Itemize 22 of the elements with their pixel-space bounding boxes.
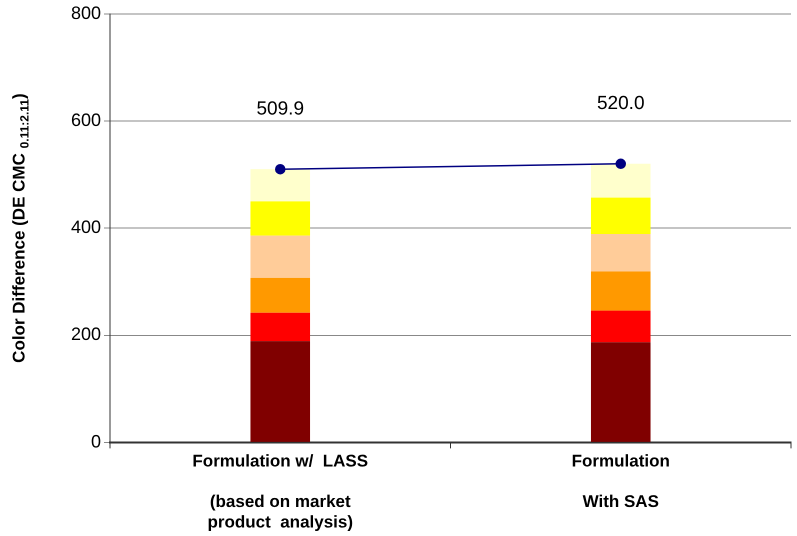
bar <box>590 164 651 198</box>
bar <box>250 201 310 236</box>
bar <box>250 312 310 342</box>
y-tick-label: 800 <box>70 2 101 23</box>
bar <box>590 271 651 311</box>
bar <box>250 169 310 202</box>
bar <box>250 341 310 442</box>
bar <box>250 236 310 278</box>
y-tick-label: 600 <box>70 110 101 130</box>
bar <box>590 342 651 442</box>
y-axis-title: Color Difference (DE CMC 0.11:2.11) <box>10 93 32 363</box>
category-label: Formulation w/ LASS (based on market product analysis) <box>192 451 368 532</box>
data-label: 509.9 <box>256 98 304 120</box>
bar <box>590 310 651 342</box>
bar <box>590 198 651 234</box>
y-tick-label: 400 <box>70 217 101 238</box>
bar <box>250 278 310 313</box>
data-label: 520.0 <box>596 93 645 114</box>
bar <box>590 234 651 272</box>
y-tick-label: 0 <box>90 431 101 452</box>
y-tick-label: 200 <box>70 324 101 344</box>
category-label: Formulation With SAS <box>572 451 670 512</box>
